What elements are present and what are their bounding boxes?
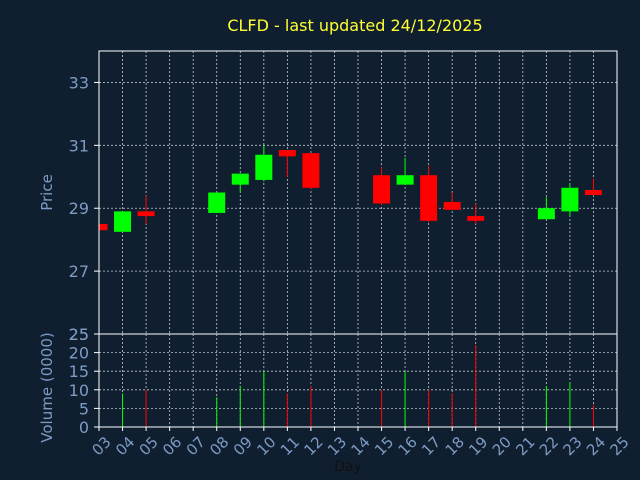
day-axis-label: Day — [334, 459, 362, 475]
day-tick-label: 09 — [230, 433, 256, 459]
price-axis-label: Price — [38, 174, 56, 211]
day-tick-label: 04 — [112, 433, 138, 459]
candle-body — [278, 150, 296, 157]
volume-tick-label: 10 — [69, 381, 89, 400]
day-tick-label: 11 — [277, 433, 303, 459]
candle-body — [302, 153, 320, 188]
volume-axis-label: Volume (0000) — [38, 332, 56, 442]
candle — [420, 165, 438, 223]
candle — [537, 197, 555, 220]
day-tick-label: 16 — [395, 433, 421, 459]
candle-body — [231, 173, 249, 185]
candle — [255, 145, 273, 182]
volume-tick-label: 0 — [79, 418, 89, 437]
day-tick-label: 23 — [559, 433, 585, 459]
candle — [137, 195, 155, 224]
price-tick-label: 33 — [69, 73, 89, 92]
day-tick-label: 22 — [536, 433, 562, 459]
candle — [584, 178, 602, 196]
price-tick-label: 29 — [69, 199, 89, 218]
day-tick-label: 08 — [206, 433, 232, 459]
day-tick-label: 24 — [583, 433, 609, 459]
candle-body — [255, 154, 273, 180]
candle — [278, 150, 296, 177]
day-tick-label: 13 — [324, 433, 350, 459]
candle — [396, 157, 414, 185]
candle — [114, 211, 132, 232]
candle — [98, 223, 108, 231]
day-tick-label: 14 — [348, 433, 374, 459]
volume-bars — [122, 345, 594, 427]
day-tick-label: 05 — [136, 433, 162, 459]
day-tick-label: 12 — [300, 433, 326, 459]
price-tick-label: 27 — [69, 262, 89, 281]
volume-tick-label: 15 — [69, 362, 89, 381]
candles — [98, 145, 602, 232]
candle-body — [443, 201, 461, 210]
candle-body — [114, 211, 132, 232]
candle-body — [208, 192, 226, 213]
price-tick-label: 25 — [69, 325, 89, 344]
day-tick-label: 20 — [489, 433, 515, 459]
candle — [302, 153, 320, 190]
candle — [443, 192, 461, 210]
price-tick-label: 31 — [69, 136, 89, 155]
chart-title: CLFD - last updated 24/12/2025 — [227, 16, 482, 35]
candle — [561, 183, 579, 217]
candle-body — [561, 187, 579, 212]
candle-body — [396, 175, 414, 185]
day-tick-label: 06 — [159, 433, 185, 459]
volume-gridlines — [99, 334, 617, 427]
candle-body — [537, 208, 555, 220]
day-tick-label: 21 — [512, 433, 538, 459]
day-tick-label: 18 — [442, 433, 468, 459]
day-tick-label: 10 — [253, 433, 279, 459]
candle — [373, 167, 391, 206]
candle-body — [373, 175, 391, 204]
candle-body — [420, 175, 438, 221]
candle-body — [137, 211, 155, 217]
day-tick-label: 07 — [183, 433, 209, 459]
candle — [208, 192, 226, 213]
candle-body — [467, 216, 485, 221]
day-tick-label: 15 — [371, 433, 397, 459]
day-tick-label: 03 — [89, 433, 115, 459]
price-tick-labels: 25 27 29 31 33 — [69, 73, 99, 344]
day-tick-labels: 0304050607080910111213141516171819202122… — [89, 427, 633, 459]
day-tick-label: 25 — [607, 433, 633, 459]
candle-body — [584, 190, 602, 195]
candle — [467, 203, 485, 224]
day-tick-label: 19 — [465, 433, 491, 459]
candle — [231, 173, 249, 193]
volume-tick-label: 20 — [69, 344, 89, 363]
candle-body — [99, 223, 108, 231]
price-gridlines — [99, 51, 617, 334]
volume-tick-label: 5 — [79, 399, 89, 418]
day-tick-label: 17 — [418, 433, 444, 459]
volume-tick-label: 25 — [69, 325, 89, 344]
